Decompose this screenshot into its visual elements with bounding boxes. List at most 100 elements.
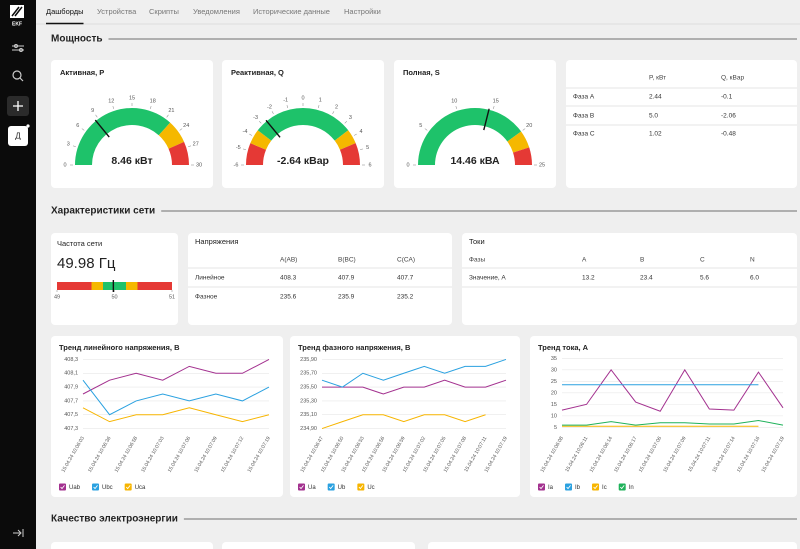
gauge-tick-label: 5 — [366, 145, 369, 151]
nav-tab[interactable]: Дашборды — [46, 7, 84, 16]
row-label: Фаза C — [573, 131, 595, 138]
logo-text: EKF — [12, 21, 22, 27]
y-tick-label: 235,30 — [300, 398, 317, 404]
table-cell: 5.0 — [649, 113, 658, 120]
gauge-tick — [95, 114, 98, 118]
row-label: Фаза A — [573, 94, 595, 101]
series-line — [82, 379, 270, 416]
legend-label: Ib — [575, 485, 581, 491]
table-cell: 407.7 — [397, 275, 414, 282]
y-tick-label: 235,50 — [300, 385, 317, 391]
y-tick-label: 15 — [551, 402, 557, 408]
settings-icon[interactable] — [12, 44, 24, 52]
gauge-value: -2.64 кВар — [277, 155, 329, 167]
legend-label: Ub — [338, 485, 346, 491]
search-icon[interactable] — [12, 70, 24, 82]
gauge-tick-label: 25 — [539, 162, 545, 168]
legend-label: Uc — [367, 485, 374, 491]
gauge-band — [334, 130, 356, 150]
gauge-tick-label: -1 — [283, 98, 288, 104]
legend-label: Ic — [602, 485, 607, 491]
gauge-tick — [359, 148, 363, 151]
y-tick-label: 407,7 — [64, 398, 78, 404]
nav-tab[interactable]: Устройства — [97, 7, 137, 16]
table-header: A — [582, 257, 587, 264]
table-header: Фазы — [469, 257, 485, 264]
gauge-tick-label: 6 — [368, 162, 371, 168]
gauge-tick — [286, 105, 289, 109]
card-title: Частота сети — [57, 239, 102, 248]
legend-checkbox[interactable] — [357, 483, 365, 491]
gauge-tick — [258, 120, 262, 124]
gauge-tick — [424, 128, 428, 131]
gauge-tick-label: 1 — [319, 98, 322, 104]
nav-tab[interactable]: Уведомления — [193, 7, 240, 16]
table-header: B(BC) — [338, 257, 356, 264]
gauge-tick — [166, 114, 169, 118]
gauge-tick-label: 30 — [196, 162, 202, 168]
y-tick-label: 20 — [551, 390, 557, 396]
table-cell: 13.2 — [582, 275, 595, 282]
logout-icon[interactable] — [13, 529, 24, 537]
legend-checkbox[interactable] — [124, 483, 132, 491]
gauge-band — [158, 122, 185, 149]
avatar-button[interactable] — [8, 126, 28, 146]
nav-tab[interactable]: Исторические данные — [253, 7, 330, 16]
gauge-tick — [149, 105, 152, 109]
gauge-tick-label: 9 — [91, 108, 94, 114]
legend-check — [125, 485, 131, 490]
legend-checkbox[interactable] — [59, 483, 66, 491]
gauge-tick — [249, 133, 253, 136]
legend-check — [299, 485, 304, 490]
legend-check — [566, 485, 571, 490]
table-header: B — [640, 257, 644, 264]
legend-checkbox[interactable] — [592, 483, 600, 491]
legend-label: Uca — [135, 485, 146, 491]
frequency-value: 49.98 Гц — [57, 255, 116, 272]
gauge-band — [257, 108, 349, 141]
legend-checkbox[interactable] — [565, 483, 573, 491]
legend-check — [93, 485, 98, 490]
table-cell: 407.9 — [338, 275, 355, 282]
table-cell: 408.3 — [280, 275, 297, 282]
chart-title: Тренд линейного напряжения, В — [59, 343, 180, 352]
legend-checkbox[interactable] — [538, 483, 545, 491]
gauge-tick-label: 2 — [335, 104, 338, 110]
scale-band — [103, 282, 126, 290]
legend-check — [593, 485, 598, 490]
table-header: N — [750, 257, 755, 264]
nav-tab[interactable]: Скрипты — [149, 7, 179, 16]
table-cell: 23.4 — [640, 275, 653, 282]
logo-stripes — [11, 6, 23, 17]
legend-label: In — [629, 485, 634, 491]
card-title: Реактивная, Q — [231, 68, 284, 77]
gauge-tick — [522, 128, 526, 131]
table-cell: 2.44 — [649, 94, 662, 101]
legend-label: Ua — [308, 485, 316, 491]
gauge-tick — [188, 145, 192, 148]
legend-checkbox[interactable] — [298, 483, 305, 491]
legend-check — [60, 485, 65, 490]
gauge-tick — [332, 111, 335, 115]
gauge-tick — [72, 145, 76, 148]
gauge-needle — [94, 119, 110, 138]
nav-tab[interactable]: Настройки — [344, 7, 381, 16]
gauge-tick — [344, 120, 348, 124]
series-line — [82, 359, 270, 395]
chart-title: Тренд фазного напряжения, В — [298, 343, 411, 352]
series-line — [82, 407, 270, 423]
card-title: Напряжения — [195, 237, 238, 246]
gauge-tick-label: 0 — [406, 162, 409, 168]
y-tick-label: 25 — [551, 379, 557, 385]
scale-tick-label: 51 — [169, 294, 175, 300]
gauge-tick — [271, 111, 274, 115]
legend-checkbox[interactable] — [618, 483, 626, 491]
avatar-dot — [26, 124, 30, 128]
table-header: C(CA) — [397, 257, 415, 264]
legend-checkbox[interactable] — [327, 483, 335, 491]
gauge-tick-label: -4 — [243, 129, 248, 135]
gauge-band — [168, 141, 189, 165]
legend-check — [328, 485, 334, 490]
legend-checkbox[interactable] — [92, 483, 100, 491]
